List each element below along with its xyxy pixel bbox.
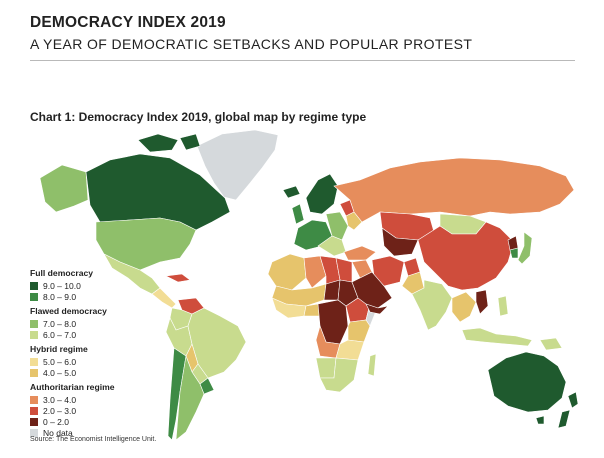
region-vietnam — [475, 289, 489, 315]
legend-item: 0 – 2.0 — [30, 416, 115, 427]
region-north-africa-west — [267, 253, 307, 291]
legend-heading: Flawed democracy — [30, 306, 107, 316]
legend-swatch — [30, 417, 38, 426]
legend-item-label: 4.0 – 5.0 — [43, 367, 77, 378]
legend-item-label: No data — [43, 427, 73, 438]
legend-item-label: 6.0 – 7.0 — [43, 329, 77, 340]
region-iceland — [282, 185, 301, 199]
legend-item: 6.0 – 7.0 — [30, 329, 115, 340]
legend-swatch — [30, 281, 38, 290]
legend-swatch — [30, 319, 38, 328]
region-greenland — [196, 129, 279, 201]
legend-item-label: 0 – 2.0 — [43, 416, 69, 427]
header-divider — [30, 60, 575, 61]
region-south-korea — [509, 247, 519, 259]
legend-item: 9.0 – 10.0 — [30, 280, 115, 291]
region-central-asia — [381, 227, 419, 257]
legend-item-label: 9.0 – 10.0 — [43, 280, 81, 291]
legend-item: No data — [30, 427, 115, 438]
region-ukraine — [345, 211, 363, 231]
legend-swatch — [30, 330, 38, 339]
region-east-africa — [347, 319, 371, 343]
region-south-africa — [319, 357, 359, 393]
region-tasmania — [535, 415, 545, 425]
region-zambia — [335, 339, 365, 361]
legend-item: 8.0 – 9.0 — [30, 291, 115, 302]
region-argentina — [175, 354, 205, 441]
region-uk — [291, 203, 305, 225]
region-southern-europe — [317, 235, 347, 257]
legend-swatch — [30, 395, 38, 404]
legend: Full democracy 9.0 – 10.0 8.0 – 9.0 Flaw… — [30, 268, 115, 442]
legend-swatch — [30, 406, 38, 415]
region-china — [417, 221, 515, 291]
legend-swatch — [30, 368, 38, 377]
region-cuba — [164, 273, 191, 283]
legend-group-full: Full democracy 9.0 – 10.0 8.0 – 9.0 — [30, 268, 115, 302]
legend-swatch — [30, 292, 38, 301]
region-southeast-asia — [451, 291, 477, 323]
region-philippines — [497, 295, 509, 317]
region-australia — [487, 351, 567, 413]
legend-group-hybrid: Hybrid regime 5.0 – 6.0 4.0 – 5.0 — [30, 344, 115, 378]
legend-group-authoritarian: Authoritarian regime 3.0 – 4.0 2.0 – 3.0… — [30, 382, 115, 438]
source-note: Source: The Economist Intelligence Unit. — [30, 436, 157, 443]
region-saudi-arabia — [351, 271, 393, 309]
region-png — [539, 337, 563, 351]
region-brazil — [187, 307, 247, 379]
legend-group-flawed: Flawed democracy 7.0 – 8.0 6.0 – 7.0 — [30, 306, 115, 340]
chart-title: Chart 1: Democracy Index 2019, global ma… — [30, 110, 367, 124]
legend-item: 4.0 – 5.0 — [30, 367, 115, 378]
region-russia — [333, 157, 575, 223]
region-central-america — [151, 287, 177, 309]
region-scandinavia — [305, 173, 339, 215]
region-new-zealand — [557, 391, 579, 429]
legend-item: 7.0 – 8.0 — [30, 318, 115, 329]
region-canada-islands — [137, 133, 201, 153]
region-indonesia — [461, 327, 533, 347]
report-title: DEMOCRACY INDEX 2019 — [30, 14, 226, 31]
legend-item: 2.0 – 3.0 — [30, 405, 115, 416]
region-alaska — [39, 164, 89, 213]
region-yemen — [365, 303, 389, 315]
region-eastern-europe — [325, 211, 349, 241]
legend-item-label: 7.0 – 8.0 — [43, 318, 77, 329]
legend-heading: Full democracy — [30, 268, 94, 278]
legend-heading: Hybrid regime — [30, 344, 88, 354]
region-japan — [517, 231, 533, 265]
region-india — [411, 279, 453, 331]
region-madagascar — [367, 353, 377, 377]
region-turkey — [343, 245, 377, 261]
legend-swatch — [30, 357, 38, 366]
report-subtitle: A YEAR OF DEMOCRATIC SETBACKS AND POPULA… — [30, 36, 473, 52]
region-nigeria — [303, 303, 321, 317]
region-namibia — [315, 357, 337, 379]
legend-heading: Authoritarian regime — [30, 382, 115, 392]
legend-item: 5.0 – 6.0 — [30, 356, 115, 367]
legend-item-label: 8.0 – 9.0 — [43, 291, 77, 302]
legend-item-label: 3.0 – 4.0 — [43, 394, 77, 405]
region-algeria — [303, 255, 327, 289]
legend-item-label: 5.0 – 6.0 — [43, 356, 77, 367]
legend-item: 3.0 – 4.0 — [30, 394, 115, 405]
legend-swatch — [30, 428, 38, 437]
legend-item-label: 2.0 – 3.0 — [43, 405, 77, 416]
